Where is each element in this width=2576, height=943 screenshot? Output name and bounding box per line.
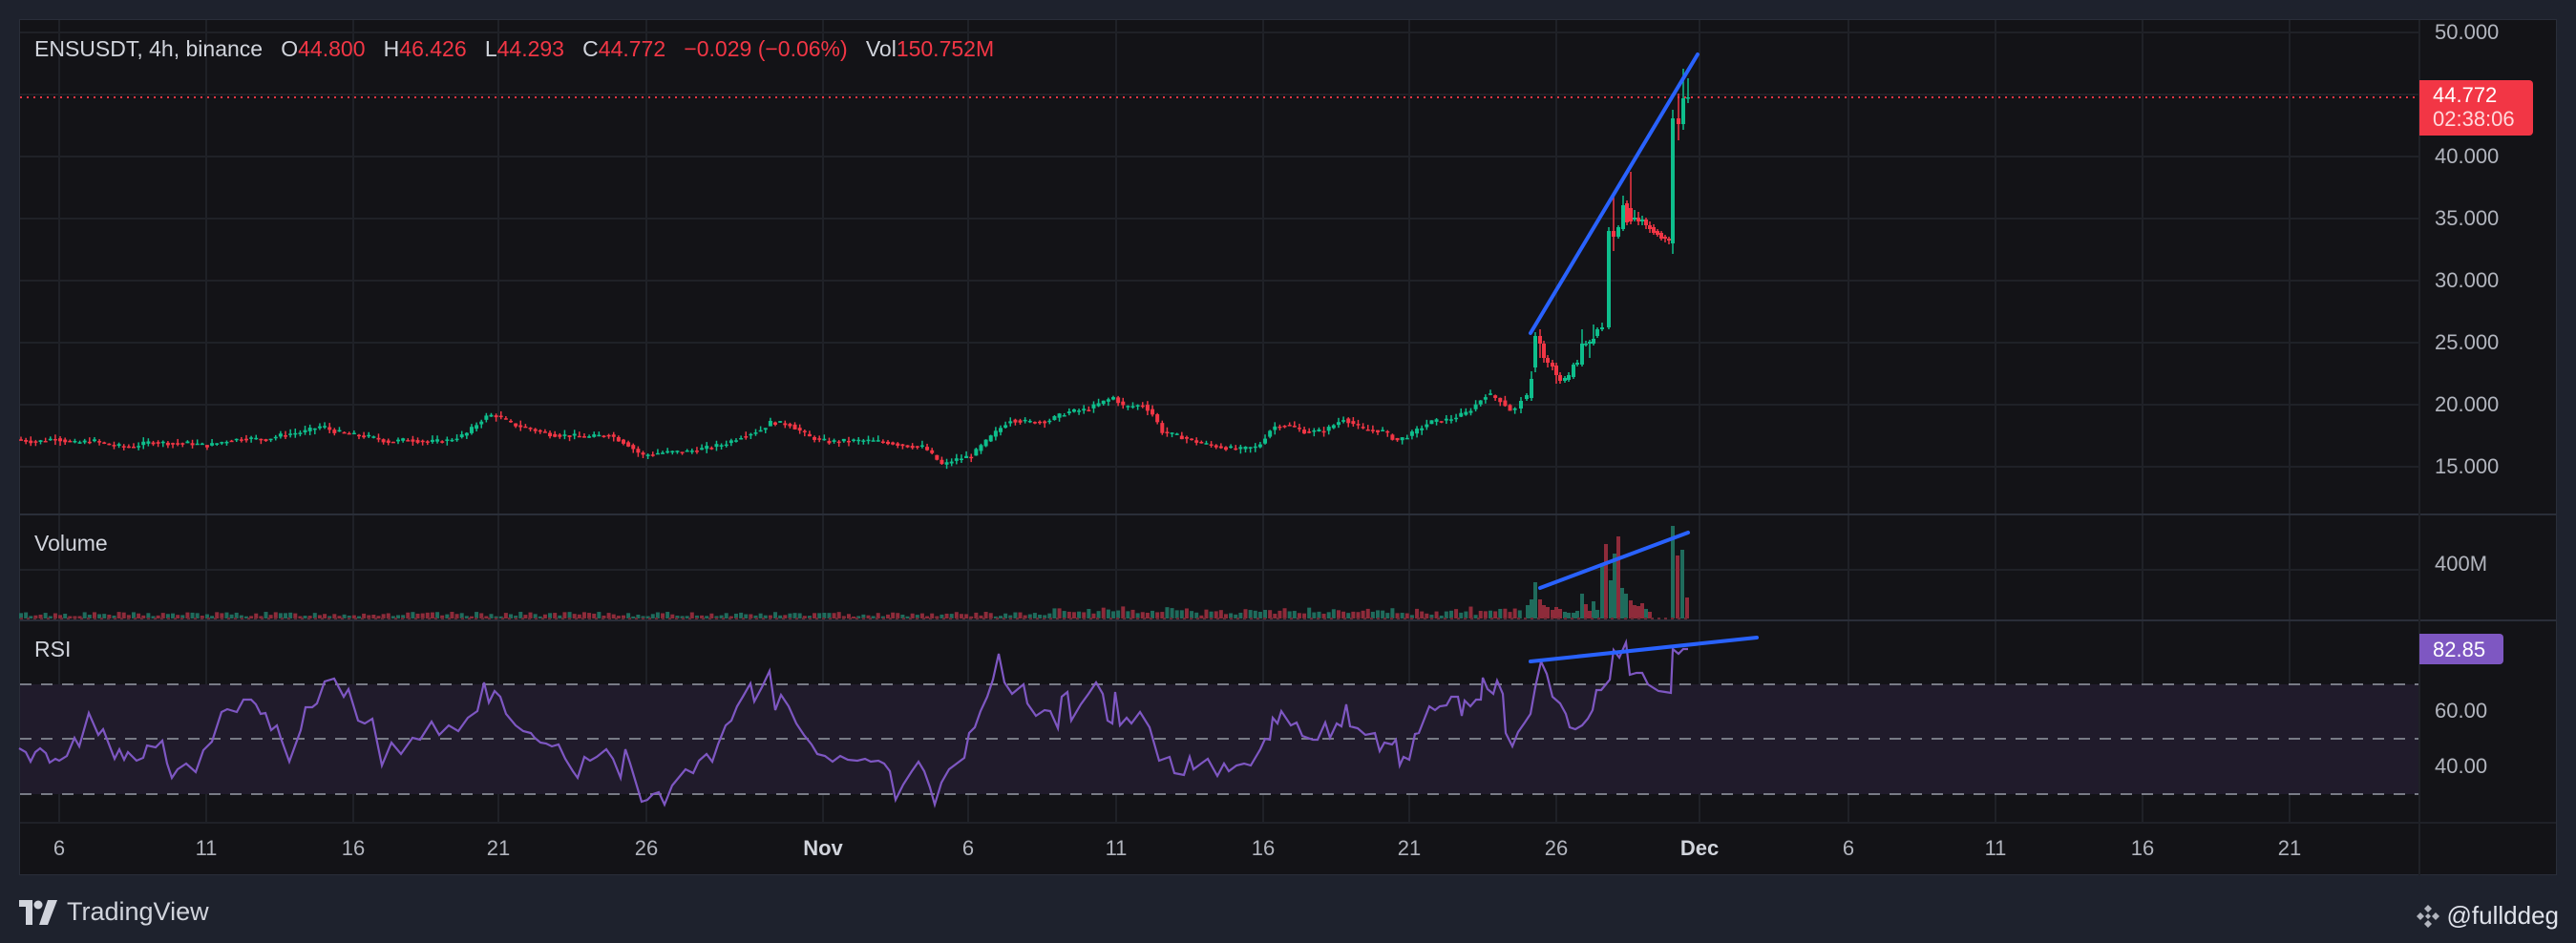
tradingview-logo-icon [19,899,57,925]
candle-countdown: 02:38:06 [2433,107,2515,131]
time-tick-label: Dec [1679,836,1720,860]
low-value: 44.293 [496,36,564,61]
volume-value: 150.752M [896,36,995,61]
rsi-value-badge: 82.85 [2419,634,2503,664]
time-tick-label: 16 [2130,836,2155,860]
time-tick-label: 6 [961,836,975,860]
symbol-label[interactable]: ENSUSDT, 4h, binance [34,36,264,61]
price-tick: 15.000 [2435,454,2500,478]
time-tick-label: 11 [1984,836,2007,860]
watermark-handle: @fullddeg [2446,901,2559,930]
binance-icon [2416,904,2439,928]
volume-bars [19,526,1689,618]
rsi-tick-40: 40.00 [2435,754,2488,778]
time-tick-label: 21 [486,836,511,860]
open-value: 44.800 [298,36,366,61]
price-tick: 30.000 [2435,268,2500,292]
price-tick: 40.000 [2435,144,2500,168]
rsi-tick-60: 60.00 [2435,699,2488,723]
time-tick-label: 16 [341,836,366,860]
change-value: −0.029 (−0.06%) [684,36,848,61]
close-label: C [582,36,599,61]
trendlines[interactable] [1529,52,1759,663]
rsi-line [18,638,1688,808]
time-tick-label: Nov [803,836,843,860]
time-tick-label: 6 [1842,836,1855,860]
author-watermark: @fullddeg [2415,901,2559,931]
time-tick-label: 6 [53,836,66,860]
high-label: H [383,36,400,61]
time-tick-label: 21 [2277,836,2302,860]
price-candles [19,69,1690,470]
price-tick: 35.000 [2435,206,2500,230]
last-price-badge: 44.772 02:38:06 [2419,80,2533,136]
time-tick-label: 26 [634,836,659,860]
volume-label: Vol [865,36,897,61]
price-tick: 20.000 [2435,392,2500,416]
rsi-pane-title: RSI [34,637,72,661]
time-tick-label: 11 [195,836,218,860]
close-value: 44.772 [598,36,666,61]
low-label: L [484,36,497,61]
last-price-value: 44.772 [2433,83,2498,107]
price-tick: 50.000 [2435,20,2500,44]
price-trendline[interactable] [1529,52,1700,335]
open-label: O [281,36,299,61]
volume-axis-tick: 400M [2435,552,2488,576]
ohlc-legend: ENSUSDT, 4h, binance O44.800 H46.426 L44… [34,36,994,62]
high-value: 46.426 [399,36,467,61]
tradingview-logo[interactable]: TradingView [19,897,209,927]
rsi-trendline[interactable] [1529,636,1759,663]
time-tick-label: 21 [1397,836,1422,860]
price-tick: 25.000 [2435,330,2500,354]
tradingview-brand: TradingView [67,897,209,926]
time-tick-label: 16 [1251,836,1276,860]
volume-trendline[interactable] [1538,531,1690,590]
volume-pane-title: Volume [34,531,108,555]
time-tick-label: 26 [1544,836,1569,860]
time-tick-label: 11 [1105,836,1128,860]
